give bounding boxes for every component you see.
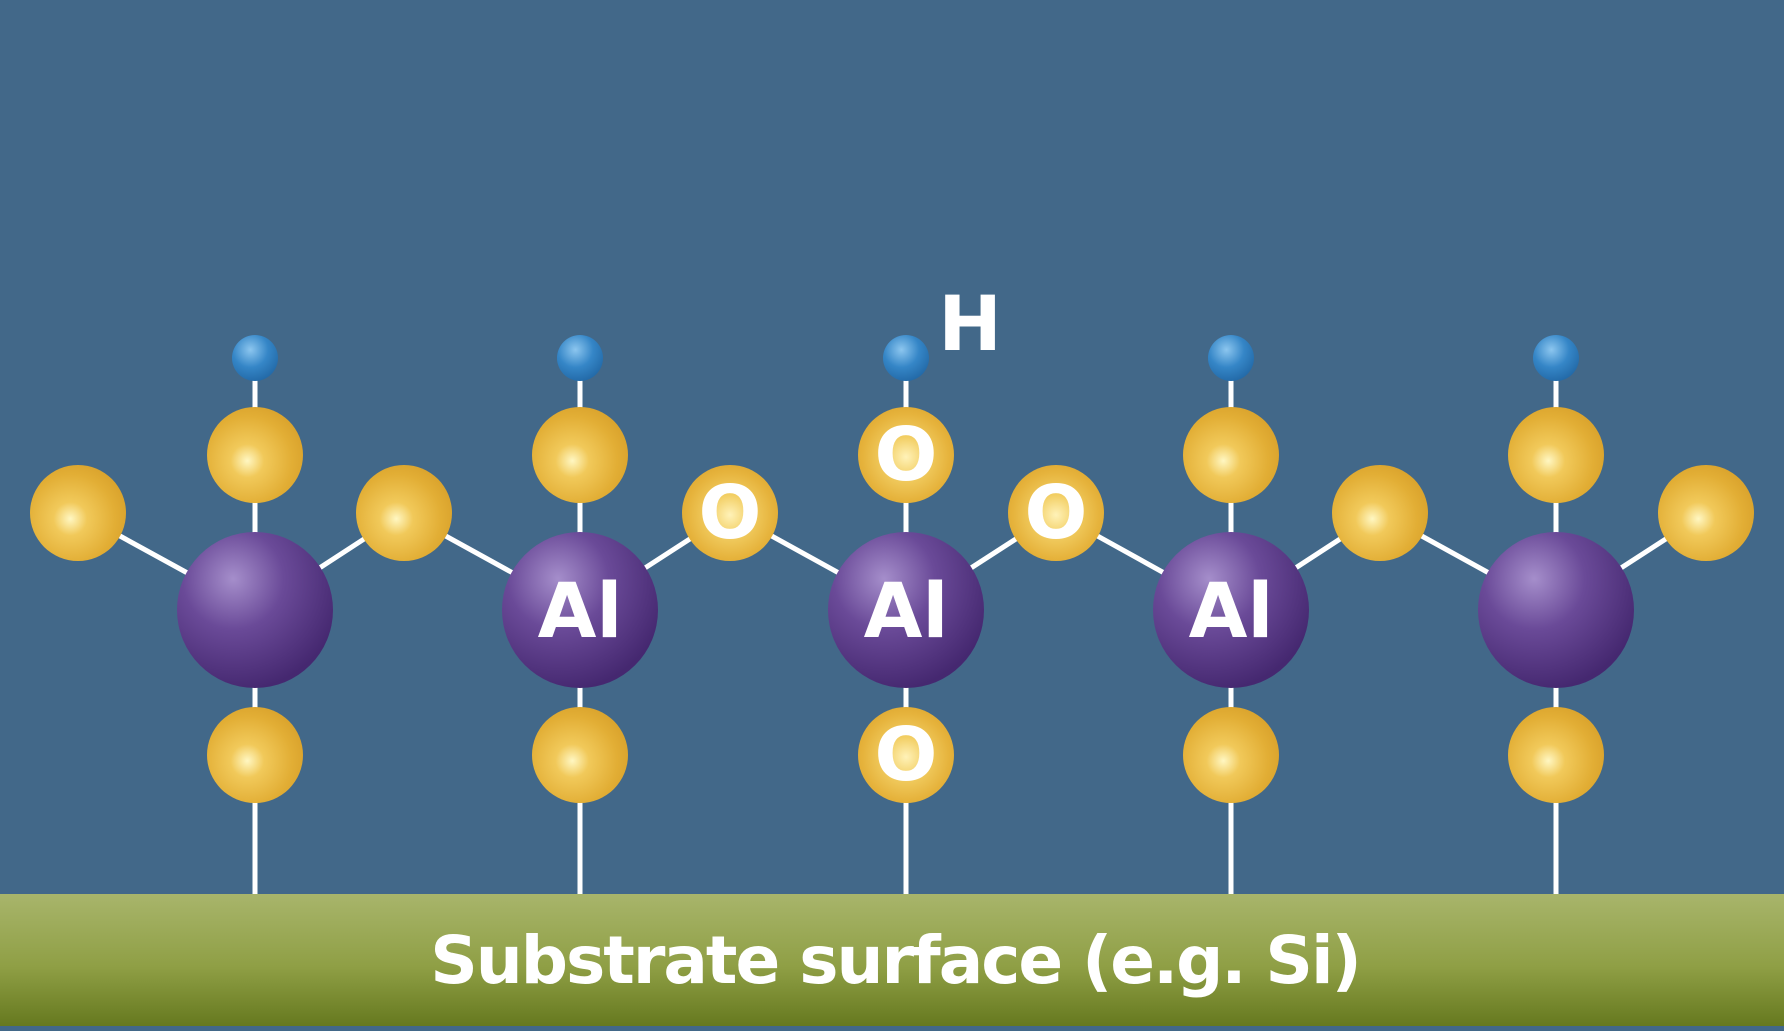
hydrogen-atoms (232, 335, 1579, 381)
hydrogen-atom (883, 335, 929, 381)
oxygen-atoms (30, 407, 1754, 803)
aluminum-label: Al (1189, 566, 1274, 655)
aluminum-atom (828, 532, 984, 688)
aluminum-atom (1478, 532, 1634, 688)
oxygen-label: O (1025, 470, 1088, 556)
substrate-surface (0, 894, 1784, 1026)
oxygen-atom-labeled (858, 707, 954, 803)
oxygen-atom (207, 707, 303, 803)
hydrogen-atom (1208, 335, 1254, 381)
aluminum-label: Al (864, 566, 949, 655)
oxygen-label: O (875, 412, 938, 498)
hydrogen-atom (1533, 335, 1579, 381)
oxygen-atom (1508, 707, 1604, 803)
oxygen-label: O (699, 470, 762, 556)
aluminum-label: Al (538, 566, 623, 655)
aluminum-atom (177, 532, 333, 688)
oxygen-atom (1508, 407, 1604, 503)
oxygen-atom (356, 465, 452, 561)
oxygen-atom (1332, 465, 1428, 561)
aluminum-atoms (177, 532, 1634, 688)
hydrogen-label: H (938, 279, 1002, 368)
hydrogen-atom (557, 335, 603, 381)
oxygen-atom-labeled (682, 465, 778, 561)
oxygen-label: O (875, 712, 938, 798)
oxygen-atom-labeled (1008, 465, 1104, 561)
aluminum-atom (1153, 532, 1309, 688)
oxygen-atom (1658, 465, 1754, 561)
oxygen-atom (30, 465, 126, 561)
aluminum-atom (502, 532, 658, 688)
oxygen-atom (532, 407, 628, 503)
oxygen-atom (207, 407, 303, 503)
oxygen-atom (532, 707, 628, 803)
oxygen-atom (1183, 407, 1279, 503)
hydrogen-atom (232, 335, 278, 381)
oxygen-atom-labeled (858, 407, 954, 503)
oxygen-atom (1183, 707, 1279, 803)
substrate-label: Substrate surface (e.g. Si) (430, 922, 1360, 999)
